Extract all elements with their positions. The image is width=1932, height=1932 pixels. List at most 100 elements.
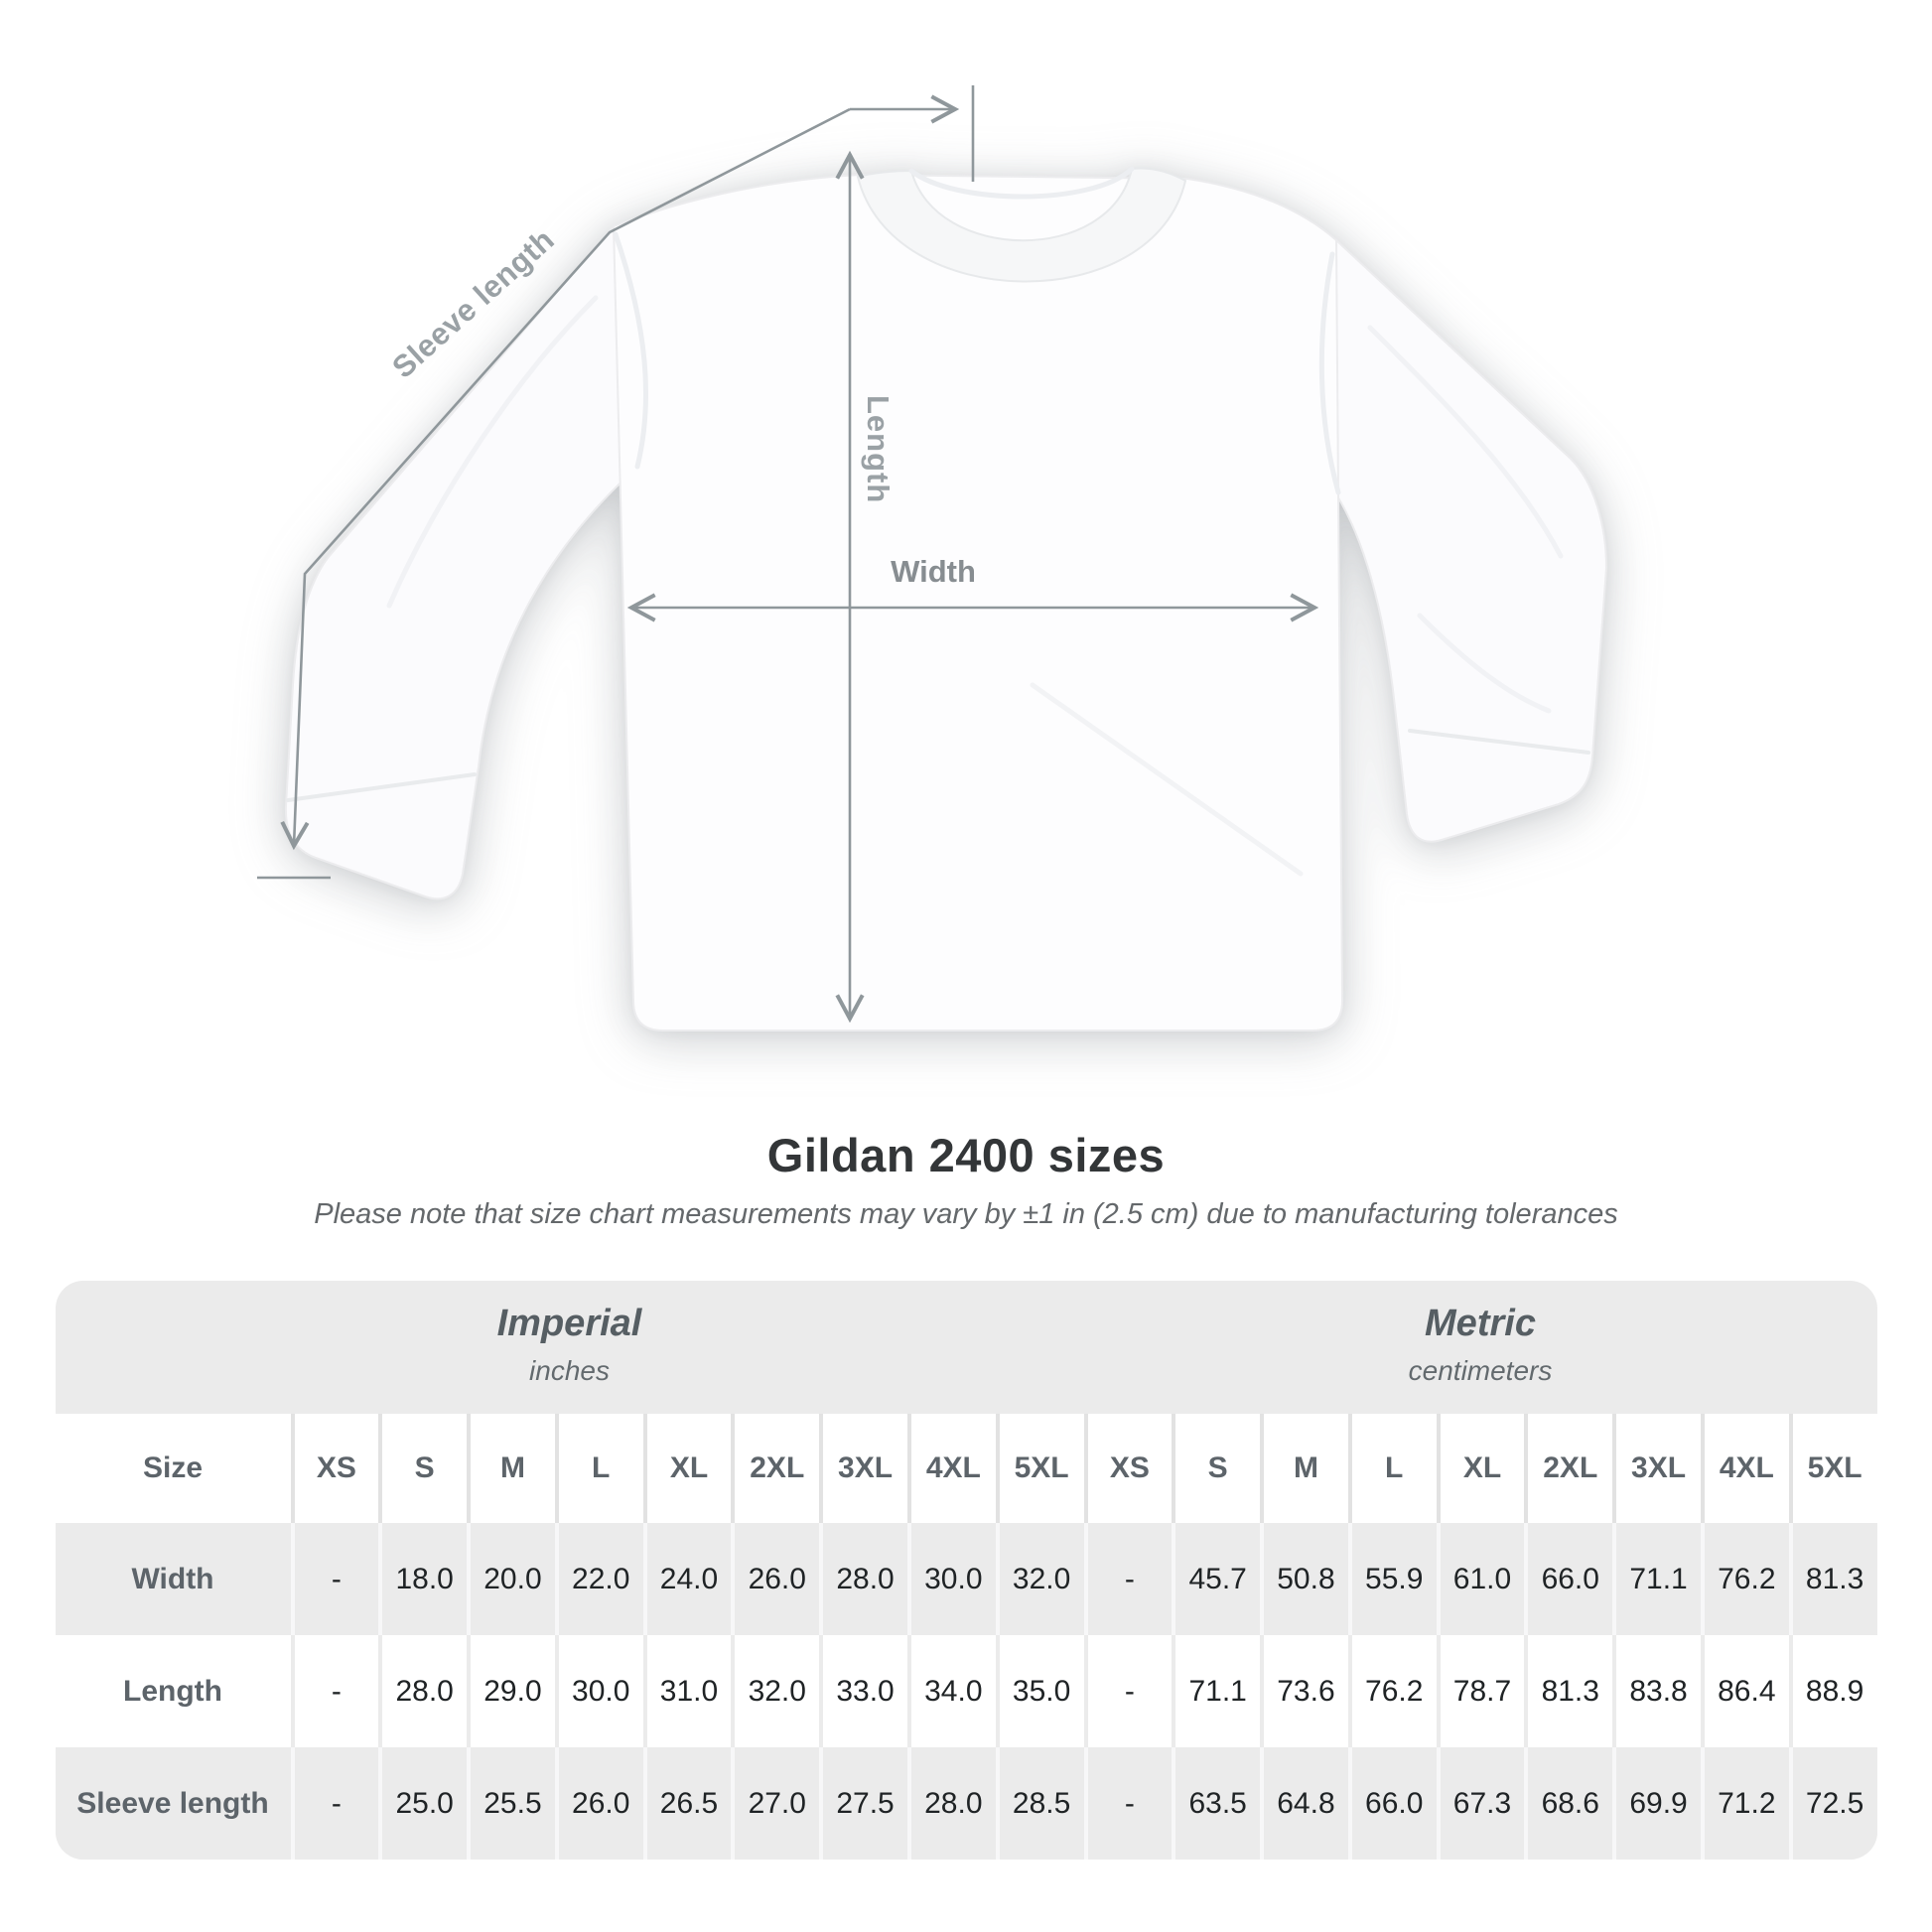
sleeve-length-line — [280, 107, 851, 851]
size-col-header: L — [1347, 1414, 1437, 1523]
value-cell: 67.3 — [1436, 1747, 1525, 1860]
value-cell: 72.5 — [1788, 1747, 1877, 1860]
size-col-header: M — [467, 1414, 555, 1523]
value-cell: 55.9 — [1347, 1523, 1437, 1635]
value-cell: 18.0 — [378, 1523, 468, 1635]
value-cell: 27.5 — [819, 1747, 907, 1860]
value-cell: 81.3 — [1788, 1523, 1877, 1635]
metric-unit: centimeters — [1408, 1355, 1553, 1386]
shirt-illustration — [257, 85, 1608, 1032]
value-cell: 66.0 — [1347, 1747, 1437, 1860]
right-cuff-seam — [1408, 729, 1590, 755]
value-cell: 88.9 — [1788, 1635, 1877, 1747]
size-col-header: 4XL — [906, 1414, 996, 1523]
value-cell: 83.8 — [1612, 1635, 1701, 1747]
right-sleeve — [1335, 237, 1608, 843]
measurement-lines — [257, 85, 1319, 1024]
metric-heading: Metric — [1425, 1303, 1536, 1344]
left-armhole-seam — [613, 231, 649, 470]
size-col-header: 3XL — [819, 1414, 907, 1523]
imperial-heading: Imperial — [496, 1303, 642, 1344]
value-cell: 50.8 — [1260, 1523, 1348, 1635]
size-col-header: 5XL — [995, 1414, 1084, 1523]
size-table: Imperial inches Metric centimeters Size X… — [55, 1281, 1877, 1860]
value-cell: 78.7 — [1436, 1635, 1525, 1747]
size-col-header: L — [554, 1414, 643, 1523]
value-cell: - — [1083, 1635, 1173, 1747]
size-col-header: 2XL — [1524, 1414, 1613, 1523]
value-cell: 63.5 — [1172, 1747, 1261, 1860]
page-title: Gildan 2400 sizes — [766, 1129, 1166, 1181]
collar — [856, 167, 1187, 283]
value-cell: 73.6 — [1260, 1635, 1348, 1747]
value-cell: 28.0 — [819, 1523, 907, 1635]
row-label: Length — [55, 1635, 291, 1747]
size-col-header: XL — [1436, 1414, 1525, 1523]
size-col-header: 5XL — [1788, 1414, 1877, 1523]
value-cell: 69.9 — [1612, 1747, 1701, 1860]
right-forearm-fold — [1417, 613, 1552, 714]
value-cell: 32.0 — [731, 1635, 820, 1747]
value-cell: 25.5 — [467, 1747, 555, 1860]
size-grid: Size XS S M L XL 2XL 3XL 4XL 5XL XS S M L XL 2XL 3XL 4XL 5… — [55, 1414, 1877, 1860]
value-cell: 29.0 — [467, 1635, 555, 1747]
right-sleeve-fold — [1367, 325, 1564, 559]
size-col-header: S — [378, 1414, 468, 1523]
value-cell: 28.5 — [995, 1747, 1084, 1860]
value-cell: - — [1083, 1523, 1173, 1635]
value-cell: 35.0 — [995, 1635, 1084, 1747]
value-cell: 26.5 — [642, 1747, 732, 1860]
body-wrinkle — [1030, 682, 1304, 877]
unit-group-imperial: Imperial inches — [56, 1303, 1084, 1414]
width-label: Width — [891, 554, 976, 589]
value-cell: - — [290, 1523, 379, 1635]
value-cell: 28.0 — [906, 1747, 996, 1860]
size-col-header: XS — [1083, 1414, 1173, 1523]
value-cell: 26.0 — [731, 1523, 820, 1635]
value-cell: 71.1 — [1612, 1523, 1701, 1635]
row-label: Width — [55, 1523, 291, 1635]
value-cell: 86.4 — [1700, 1635, 1789, 1747]
imperial-unit: inches — [529, 1355, 610, 1386]
value-cell: 32.0 — [995, 1523, 1084, 1635]
value-cell: 33.0 — [819, 1635, 907, 1747]
value-cell: 24.0 — [642, 1523, 732, 1635]
unit-group-metric: Metric centimeters — [1084, 1303, 1877, 1414]
value-cell: - — [290, 1747, 379, 1860]
left-cuff-seam — [286, 772, 477, 802]
length-label: Length — [861, 395, 896, 504]
size-col-header: 2XL — [731, 1414, 820, 1523]
size-col-header: XL — [642, 1414, 732, 1523]
value-cell: 30.0 — [554, 1635, 643, 1747]
value-cell: 76.2 — [1700, 1523, 1789, 1635]
size-col-header: 4XL — [1700, 1414, 1789, 1523]
left-sleeve-fold — [386, 295, 599, 609]
value-cell: 26.0 — [554, 1747, 643, 1860]
size-column-header: Size — [55, 1414, 291, 1523]
value-cell: 31.0 — [642, 1635, 732, 1747]
shirt-diagram: Sleeve length Length Width — [257, 85, 1608, 1032]
value-cell: 66.0 — [1524, 1523, 1613, 1635]
value-cell: 20.0 — [467, 1523, 555, 1635]
size-col-header: XS — [290, 1414, 379, 1523]
value-cell: 81.3 — [1524, 1635, 1613, 1747]
value-cell: 25.0 — [378, 1747, 468, 1860]
value-cell: 64.8 — [1260, 1747, 1348, 1860]
value-cell: 61.0 — [1436, 1523, 1525, 1635]
size-col-header: 3XL — [1612, 1414, 1701, 1523]
value-cell: 34.0 — [906, 1635, 996, 1747]
left-sleeve — [284, 223, 637, 900]
row-label: Sleeve length — [55, 1747, 291, 1860]
value-cell: 28.0 — [378, 1635, 468, 1747]
size-col-header: M — [1260, 1414, 1348, 1523]
page-subtitle: Please note that size chart measurements… — [314, 1198, 1618, 1230]
value-cell: - — [290, 1635, 379, 1747]
value-cell: 68.6 — [1524, 1747, 1613, 1860]
back-neck-seam — [908, 166, 1135, 200]
title-block: Gildan 2400 sizes Please note that size … — [0, 1128, 1932, 1231]
value-cell: 30.0 — [906, 1523, 996, 1635]
value-cell: 22.0 — [554, 1523, 643, 1635]
value-cell: - — [1083, 1747, 1173, 1860]
value-cell: 27.0 — [731, 1747, 820, 1860]
